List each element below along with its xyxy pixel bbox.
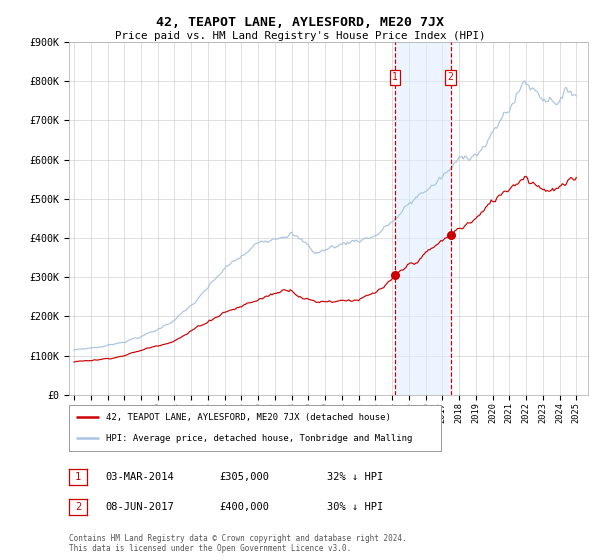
Text: 30% ↓ HPI: 30% ↓ HPI xyxy=(327,502,383,512)
Text: Price paid vs. HM Land Registry's House Price Index (HPI): Price paid vs. HM Land Registry's House … xyxy=(115,31,485,41)
Text: 2: 2 xyxy=(448,72,454,82)
Text: 08-JUN-2017: 08-JUN-2017 xyxy=(105,502,174,512)
Text: 42, TEAPOT LANE, AYLESFORD, ME20 7JX (detached house): 42, TEAPOT LANE, AYLESFORD, ME20 7JX (de… xyxy=(106,413,391,422)
Text: 32% ↓ HPI: 32% ↓ HPI xyxy=(327,472,383,482)
Bar xyxy=(395,42,451,395)
Text: 42, TEAPOT LANE, AYLESFORD, ME20 7JX: 42, TEAPOT LANE, AYLESFORD, ME20 7JX xyxy=(156,16,444,29)
Text: £305,000: £305,000 xyxy=(219,472,269,482)
Text: 1: 1 xyxy=(75,472,81,482)
Text: Contains HM Land Registry data © Crown copyright and database right 2024.
This d: Contains HM Land Registry data © Crown c… xyxy=(69,534,407,553)
Text: £400,000: £400,000 xyxy=(219,502,269,512)
Text: 03-MAR-2014: 03-MAR-2014 xyxy=(105,472,174,482)
Text: 1: 1 xyxy=(392,72,398,82)
Text: HPI: Average price, detached house, Tonbridge and Malling: HPI: Average price, detached house, Tonb… xyxy=(106,435,413,444)
Text: 2: 2 xyxy=(75,502,81,512)
